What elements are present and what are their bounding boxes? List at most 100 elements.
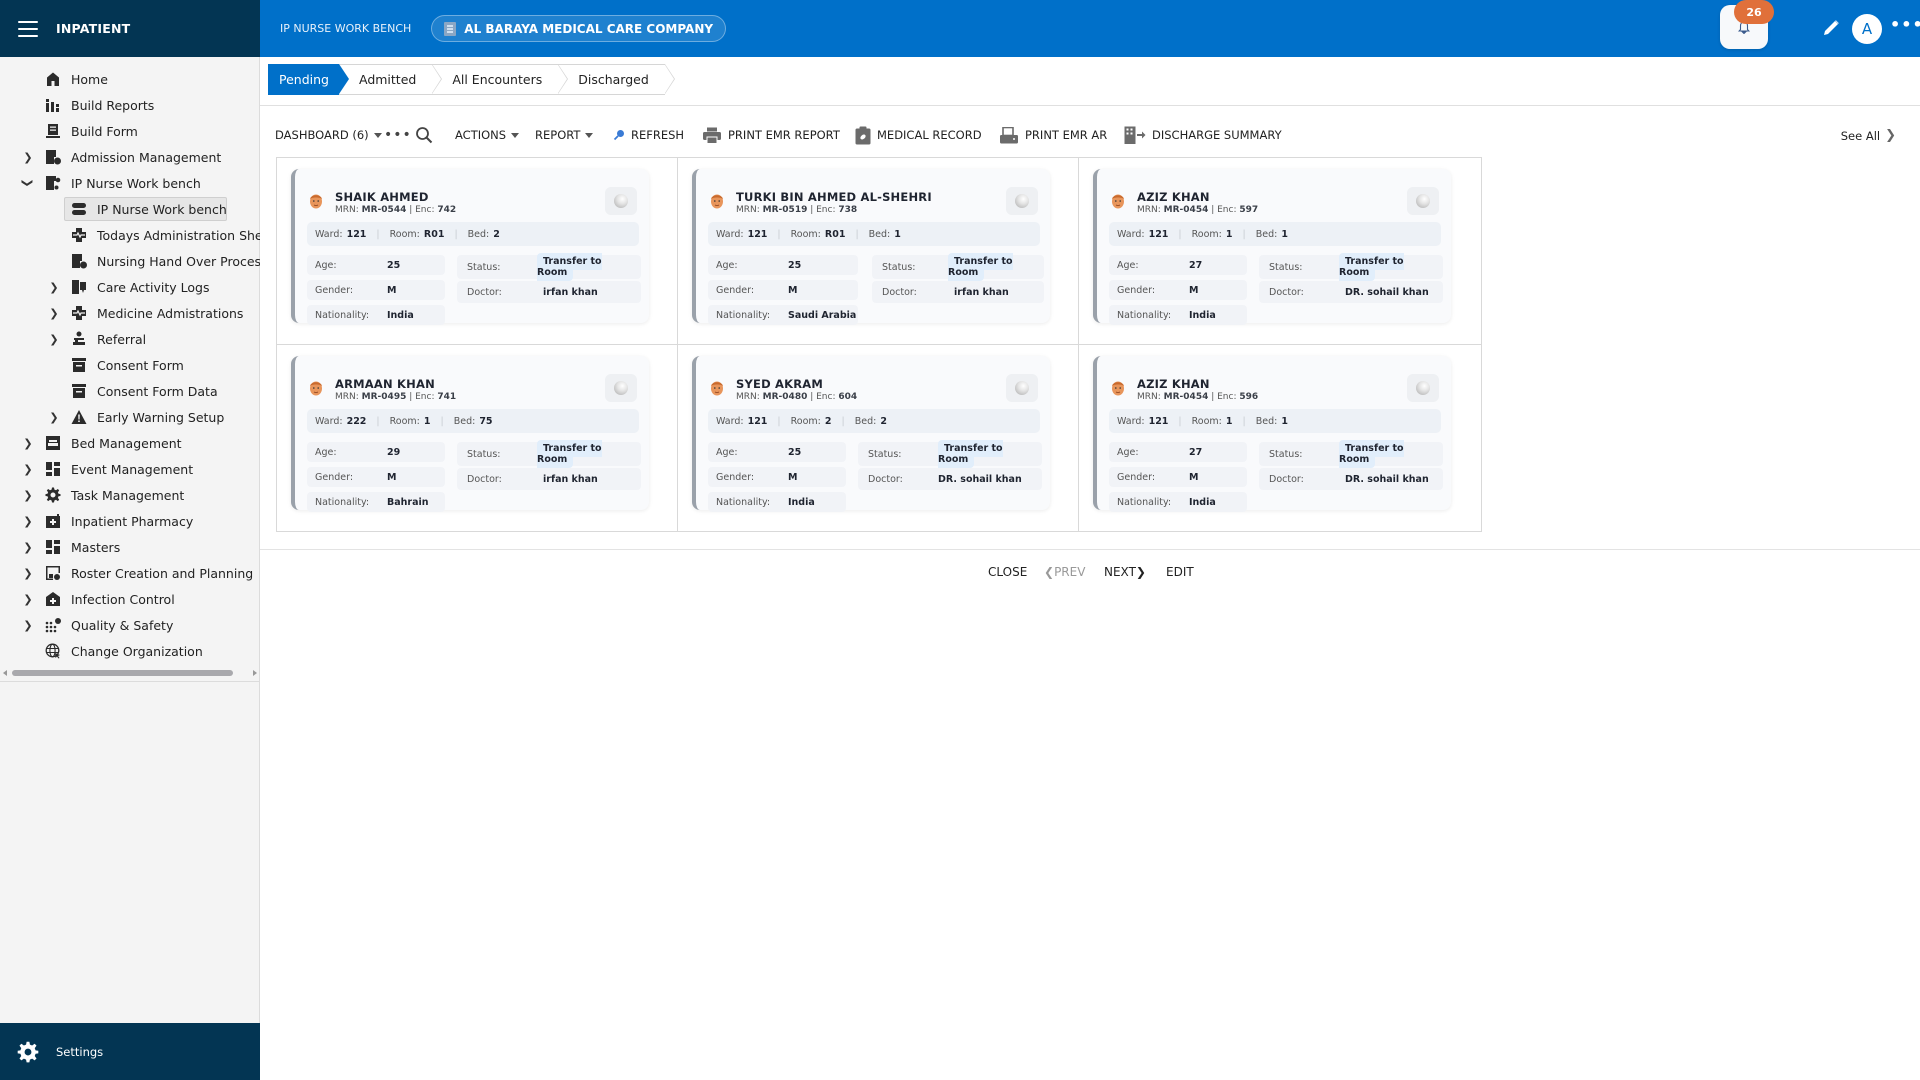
sidebar-item-medicine-admistrations[interactable]: ❯ Medicine Admistrations <box>49 305 244 321</box>
settings-button[interactable]: Settings <box>0 1023 260 1080</box>
form-icon <box>45 123 61 139</box>
status-badge: Transfer to Room <box>537 440 602 468</box>
search-button[interactable] <box>415 126 439 144</box>
sidebar-item-admission-management[interactable]: ❯ Admission Management <box>23 149 222 165</box>
dashboard-dropdown[interactable]: DASHBOARD (6) <box>275 128 382 142</box>
organization-selector[interactable]: AL BARAYA MEDICAL CARE COMPANY <box>431 15 727 42</box>
chevron-right-icon[interactable]: ❯ <box>23 514 33 528</box>
tab-all-encounters[interactable]: All Encounters <box>432 64 569 95</box>
close-button[interactable]: CLOSE <box>988 565 1028 579</box>
status-indicator-button[interactable] <box>605 187 637 215</box>
chevron-right-icon[interactable]: ❯ <box>23 462 33 476</box>
sidebar-item-ip-nurse-work-bench-group[interactable]: ❯ IP Nurse Work bench <box>21 175 201 191</box>
discharge-summary-button[interactable]: DISCHARGE SUMMARY <box>1124 126 1282 144</box>
chevron-right-icon[interactable]: ❯ <box>49 306 59 320</box>
doctor-field: Doctor: irfan khan <box>457 281 641 303</box>
patient-card[interactable]: ARMAAN KHAN MRN: MR-0495 | Enc: 741 Ward… <box>291 356 649 512</box>
scrollbar-thumb[interactable] <box>12 670 233 676</box>
sidebar-item-nursing-hand-over-process[interactable]: Nursing Hand Over Process <box>0 248 268 274</box>
status-indicator-button[interactable] <box>1006 187 1038 215</box>
actions-dropdown[interactable]: ACTIONS <box>455 128 520 142</box>
sidebar-item-consent-form[interactable]: Consent Form <box>0 352 259 378</box>
tab-pending[interactable]: Pending <box>268 64 349 95</box>
pager-divider <box>260 549 1920 550</box>
chevron-right-icon[interactable]: ❯ <box>23 566 33 580</box>
sidebar-item-change-organization[interactable]: Change Organization <box>0 638 259 664</box>
doctor-field: Doctor: DR. sohail khan <box>1259 281 1443 303</box>
more-actions-icon[interactable]: ••• <box>384 127 412 143</box>
patient-card[interactable]: AZIZ KHAN MRN: MR-0454 | Enc: 597 Ward: 1… <box>1093 169 1451 325</box>
status-indicator-button[interactable] <box>1407 374 1439 402</box>
chevron-right-icon[interactable]: ❯ <box>23 436 33 450</box>
sidebar-item-task-management[interactable]: ❯ Task Management <box>23 487 185 503</box>
sidebar-item-roster-creation-and-planning[interactable]: ❯ Roster Creation and Planning <box>23 565 254 581</box>
sidebar-item-quality-and-safety[interactable]: ❯ Quality & Safety <box>23 617 174 633</box>
print-emr-report-button[interactable]: PRINT EMR REPORT <box>702 127 840 144</box>
chevron-down-icon[interactable]: ❯ <box>21 178 35 188</box>
sidebar-item-build-form[interactable]: Build Form <box>0 118 259 144</box>
status-indicator-button[interactable] <box>605 374 637 402</box>
print-emr-ar-button[interactable]: PRINT EMR AR <box>999 126 1107 144</box>
patient-card[interactable]: SHAIK AHMED MRN: MR-0544 | Enc: 742 Ward… <box>291 169 649 325</box>
patient-name: AZIZ KHAN <box>1137 377 1210 391</box>
gear-icon <box>17 1041 39 1063</box>
patient-name: SYED AKRAM <box>736 377 824 391</box>
main-content: Pending Admitted All Encounters Discharg… <box>260 57 1920 1080</box>
settings-label: Settings <box>56 1044 104 1059</box>
sidebar-item-infection-control[interactable]: ❯ Infection Control <box>23 591 175 607</box>
scroll-right-arrow-icon[interactable] <box>253 670 257 676</box>
edit-button[interactable]: EDIT <box>1166 565 1194 579</box>
patient-card[interactable]: SYED AKRAM MRN: MR-0480 | Enc: 604 Ward:… <box>692 356 1050 512</box>
refresh-button[interactable]: REFRESH <box>613 128 684 142</box>
gear-icon <box>45 487 61 503</box>
sidebar-item-bed-management[interactable]: ❯ Bed Management <box>23 435 182 451</box>
edit-pencil-icon[interactable] <box>1820 17 1842 39</box>
chevron-right-icon[interactable]: ❯ <box>23 618 33 632</box>
age-field: Age: 25 <box>708 442 846 462</box>
medical-record-button[interactable]: MEDICAL RECORD <box>855 126 982 145</box>
sidebar-item-early-warning-setup[interactable]: ❯ Early Warning Setup <box>49 409 225 425</box>
tab-discharged[interactable]: Discharged <box>558 64 675 95</box>
status-indicator-button[interactable] <box>1407 187 1439 215</box>
chevron-right-icon[interactable]: ❯ <box>23 592 33 606</box>
sidebar-item-referral[interactable]: ❯ Referral <box>49 331 147 347</box>
chevron-right-icon[interactable]: ❯ <box>23 150 33 164</box>
chevron-right-icon: ❯ <box>1135 565 1146 579</box>
report-dropdown[interactable]: REPORT <box>535 128 594 142</box>
chevron-right-icon[interactable]: ❯ <box>49 410 59 424</box>
sidebar-item-masters[interactable]: ❯ Masters <box>23 539 121 555</box>
sidebar-item-inpatient-pharmacy[interactable]: ❯ Inpatient Pharmacy <box>23 513 194 529</box>
user-avatar[interactable]: A <box>1852 14 1882 44</box>
patient-card[interactable]: TURKI BIN AHMED AL-SHEHRI MRN: MR-0519 |… <box>692 169 1050 325</box>
status-orb-icon <box>614 194 628 208</box>
sidebar-item-consent-form-data[interactable]: Consent Form Data <box>0 378 259 404</box>
app-title: INPATIENT <box>56 21 131 36</box>
see-all-link[interactable]: See All ❯ <box>1840 128 1896 143</box>
chevron-right-icon[interactable]: ❯ <box>23 488 33 502</box>
chevron-right-icon[interactable]: ❯ <box>49 280 59 294</box>
dashboard-grid-icon <box>45 461 61 477</box>
more-options-icon[interactable]: ••• <box>1890 15 1920 34</box>
hamburger-menu-icon[interactable] <box>18 20 38 37</box>
sidebar-item-care-activity-logs[interactable]: ❯ Care Activity Logs <box>49 279 210 295</box>
chevron-right-icon[interactable]: ❯ <box>23 540 33 554</box>
scroll-left-arrow-icon[interactable] <box>3 670 7 676</box>
status-badge: Transfer to Room <box>1339 253 1404 281</box>
sidebar-horizontal-scrollbar[interactable] <box>0 667 260 679</box>
sidebar-item-build-reports[interactable]: Build Reports <box>0 92 259 118</box>
status-orb-icon <box>1015 381 1029 395</box>
sidebar-item-home[interactable]: Home <box>0 66 259 92</box>
sidebar-nav: Home Build Reports Build Form ❯ Admissio… <box>0 57 275 664</box>
chevron-right-icon[interactable]: ❯ <box>49 332 59 346</box>
patient-avatar-icon <box>711 381 723 396</box>
tab-admitted[interactable]: Admitted <box>338 64 443 95</box>
next-button[interactable]: NEXT❯ <box>1104 565 1146 579</box>
sidebar-item-ip-nurse-work-bench[interactable]: IP Nurse Work bench <box>0 196 259 222</box>
page-title: IP NURSE WORK BENCH <box>280 22 412 35</box>
sidebar-item-event-management[interactable]: ❯ Event Management <box>23 461 194 477</box>
patient-card[interactable]: AZIZ KHAN MRN: MR-0454 | Enc: 596 Ward: 1… <box>1093 356 1451 512</box>
patient-avatar-icon <box>1112 194 1124 209</box>
status-indicator-button[interactable] <box>1006 374 1038 402</box>
sidebar-item-todays-administration-sheet[interactable]: Todays Administration Sheet <box>0 222 275 248</box>
prev-button[interactable]: ❮PREV <box>1044 565 1086 579</box>
